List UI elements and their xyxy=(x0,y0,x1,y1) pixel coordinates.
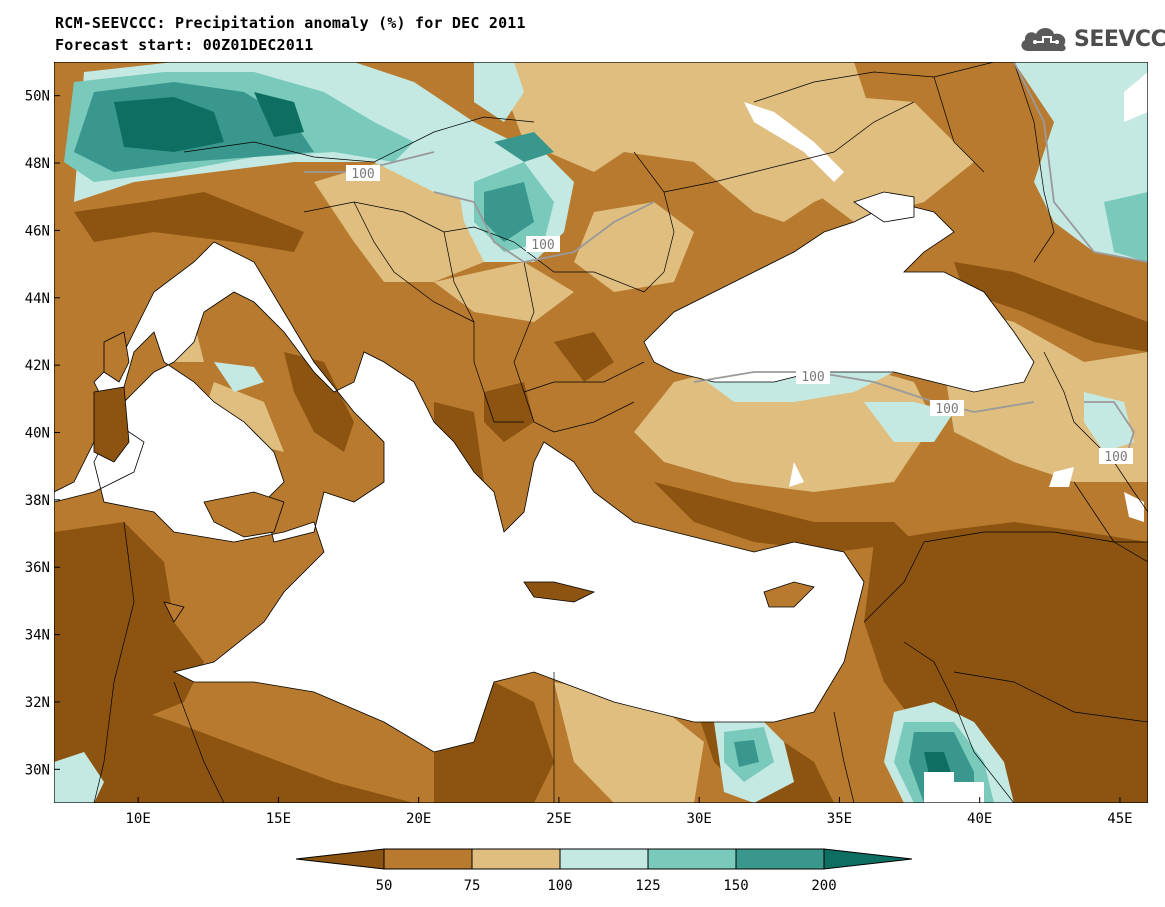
lat-tick-label: 30N xyxy=(25,762,50,778)
legend-swatch xyxy=(383,848,473,870)
chart-title: RCM-SEEVCCC: Precipitation anomaly (%) f… xyxy=(55,14,526,32)
precipitation-anomaly-map: 100 100 100 100 100 xyxy=(54,62,1148,803)
lon-tick-label: 15E xyxy=(266,811,291,827)
lat-tick-label: 42N xyxy=(25,358,50,374)
legend-level-label: 125 xyxy=(635,878,660,894)
contour-labels: 100 100 100 100 100 xyxy=(346,165,1133,465)
legend-swatch-below-50 xyxy=(296,848,385,870)
lat-tick-label: 34N xyxy=(25,628,50,644)
lon-tick-label: 25E xyxy=(546,811,571,827)
sea-areas xyxy=(54,191,1035,753)
legend-level-label: 200 xyxy=(811,878,836,894)
contour-label: 100 xyxy=(351,167,374,182)
legend-swatch xyxy=(735,848,825,870)
contour-label: 100 xyxy=(1104,450,1127,465)
cloud-icon xyxy=(1021,28,1066,52)
lat-tick-label: 40N xyxy=(25,426,50,442)
lon-tick-label: 20E xyxy=(406,811,431,827)
lat-tick-label: 38N xyxy=(25,493,50,509)
logo-text: SEEVCCC xyxy=(1074,27,1165,52)
lon-tick-label: 40E xyxy=(967,811,992,827)
no-data-patches xyxy=(744,72,1148,803)
latitude-axis: 50N 48N 46N 44N 42N 40N 38N 36N 34N 32N 30N xyxy=(25,89,60,778)
lat-tick-label: 44N xyxy=(25,291,50,307)
longitude-axis: 10E 15E 20E 25E 30E 35E 40E 45E xyxy=(126,797,1133,827)
legend-swatch xyxy=(647,848,737,870)
contour-label: 100 xyxy=(935,402,958,417)
lat-tick-label: 32N xyxy=(25,695,50,711)
lat-tick-label: 48N xyxy=(25,156,50,172)
lon-tick-label: 30E xyxy=(687,811,712,827)
legend-level-label: 150 xyxy=(723,878,748,894)
contour-label: 100 xyxy=(801,370,824,385)
legend-level-label: 100 xyxy=(547,878,572,894)
seevccc-logo: SEEVCCC xyxy=(1018,23,1165,55)
islands xyxy=(93,331,815,623)
lat-tick-label: 46N xyxy=(25,223,50,239)
legend-colorbar: 50 75 100 125 150 200 xyxy=(296,848,912,894)
legend-level-label: 75 xyxy=(464,878,481,894)
lon-tick-label: 10E xyxy=(126,811,151,827)
legend-swatch xyxy=(559,848,649,870)
legend-swatch xyxy=(471,848,561,870)
country-borders xyxy=(93,62,1148,803)
legend-level-label: 50 xyxy=(376,878,393,894)
lat-tick-label: 36N xyxy=(25,560,50,576)
lon-tick-label: 45E xyxy=(1107,811,1132,827)
contour-label: 100 xyxy=(531,238,554,253)
anomaly-below-50-regions xyxy=(54,192,1148,803)
legend-swatch-above-200 xyxy=(823,848,912,870)
chart-subtitle: Forecast start: 00Z01DEC2011 xyxy=(55,36,314,54)
lon-tick-label: 35E xyxy=(827,811,852,827)
lat-tick-label: 50N xyxy=(25,89,50,105)
